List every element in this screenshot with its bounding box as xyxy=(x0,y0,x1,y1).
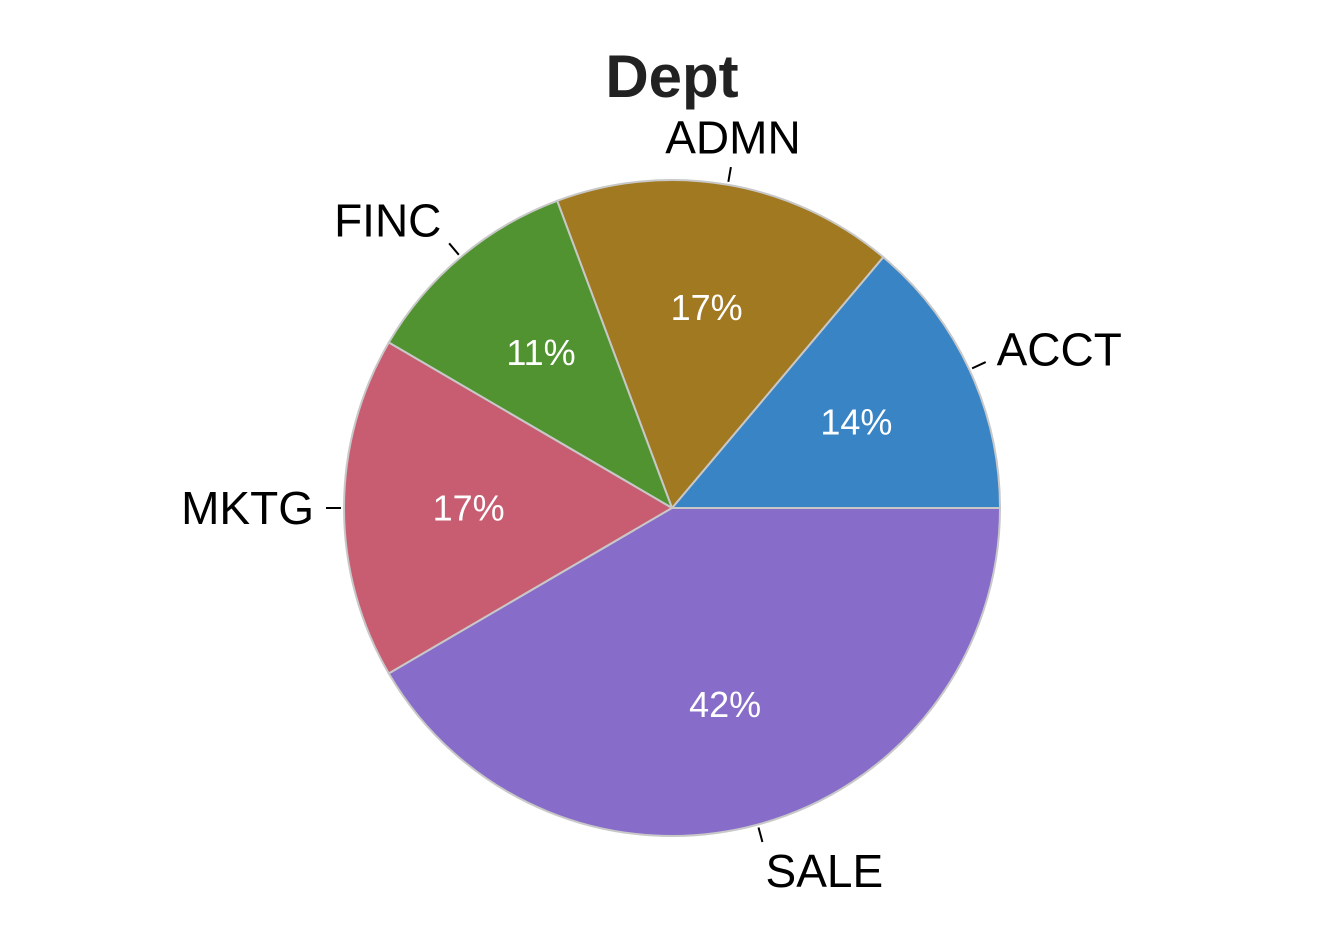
pie-slice-sale xyxy=(387,507,1002,837)
pie-slice-mktg xyxy=(343,341,674,675)
percent-label-mktg: 17% xyxy=(433,488,505,529)
slice-labels: ACCT ADMN FINC MKTG SALE xyxy=(181,111,1122,896)
leader-line-finc xyxy=(448,242,460,256)
leader-line-admn xyxy=(727,166,732,183)
slice-label-finc: FINC xyxy=(334,194,441,246)
percent-labels: 14% 17% 11% 17% 42% xyxy=(433,287,893,725)
percent-label-acct: 14% xyxy=(820,402,892,443)
slice-label-acct: ACCT xyxy=(997,323,1122,375)
slice-label-sale: SALE xyxy=(766,845,884,897)
slice-label-admn: ADMN xyxy=(665,111,800,163)
pie-slice-admn xyxy=(555,179,885,510)
pie-slice-finc xyxy=(387,199,674,511)
percent-label-admn: 17% xyxy=(671,287,743,328)
label-leader-lines xyxy=(326,166,987,843)
pie-slice-acct xyxy=(669,255,1002,509)
chart-title: Dept xyxy=(605,43,738,110)
slice-label-mktg: MKTG xyxy=(181,482,314,534)
percent-label-sale: 42% xyxy=(689,684,761,725)
percent-label-finc: 11% xyxy=(506,332,575,373)
pie-slices xyxy=(343,179,1002,837)
leader-line-sale xyxy=(757,827,764,843)
leader-line-acct xyxy=(971,361,987,370)
